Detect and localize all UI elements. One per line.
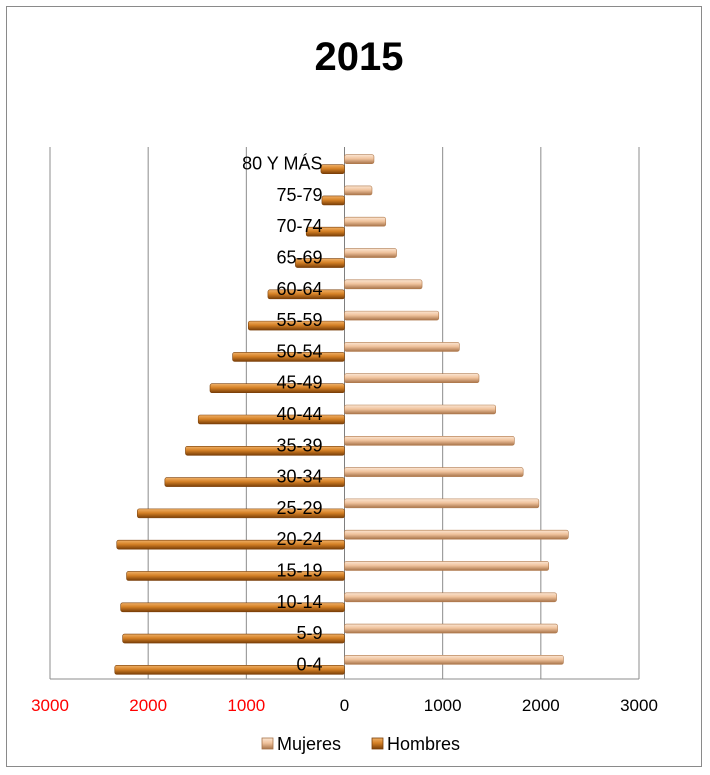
population-pyramid-chart: 2015 0-4 5-9 10-14 15-19 20-24 25-29 30-34 35-3…	[31, 35, 658, 754]
category-label: 10-14	[276, 592, 322, 612]
x-tick-label: 2000	[522, 696, 560, 715]
bar-mujeres	[344, 404, 496, 415]
bar-mujeres	[344, 185, 373, 196]
x-tick-label: 3000	[31, 696, 69, 715]
x-tick-label: 1000	[424, 696, 462, 715]
bar-mujeres	[344, 498, 540, 509]
bar-mujeres	[344, 623, 558, 634]
category-label: 45-49	[276, 373, 322, 393]
bar-hombres	[247, 320, 345, 331]
chart-title: 2015	[315, 35, 404, 79]
bar-mujeres	[344, 310, 440, 321]
x-tick-label: 3000	[620, 696, 658, 715]
bar-hombres	[295, 258, 345, 268]
category-label: 5-9	[296, 623, 322, 643]
bar-mujeres	[344, 342, 460, 352]
category-label: 70-74	[276, 216, 322, 236]
bar-mujeres	[344, 154, 375, 164]
bar-mujeres	[344, 561, 549, 571]
bar-hombres	[305, 226, 345, 237]
category-label: 75-79	[276, 185, 322, 205]
category-label: 25-29	[276, 498, 322, 518]
bar-hombres	[164, 477, 345, 487]
bar-hombres	[137, 508, 345, 519]
category-label: 40-44	[276, 404, 322, 424]
category-label: 15-19	[276, 560, 322, 580]
bar-hombres	[209, 383, 345, 394]
category-labels: 0-4 5-9 10-14 15-19 20-24 25-29 30-34 35-39 40-4…	[242, 154, 322, 675]
category-label: 20-24	[276, 529, 322, 549]
x-tick-label: 2000	[129, 696, 167, 715]
category-label: 35-39	[276, 435, 322, 455]
legend-swatch-hombres	[371, 737, 384, 750]
bar-hombres	[126, 571, 345, 581]
chart-frame: 2015 0-4 5-9 10-14 15-19 20-24 25-29 30-34 35-3…	[6, 6, 702, 767]
legend-label-hombres: Hombres	[387, 734, 460, 754]
bar-mujeres	[344, 655, 564, 665]
bar-mujeres	[344, 279, 423, 290]
category-label: 55-59	[276, 310, 322, 330]
bar-hombres	[120, 602, 345, 613]
bar-hombres	[114, 665, 345, 675]
bar-mujeres	[344, 248, 397, 258]
bar-mujeres	[344, 592, 557, 603]
bar-hombres	[320, 164, 345, 174]
bar-hombres	[122, 633, 345, 644]
bar-hombres	[267, 289, 345, 300]
bar-hombres	[116, 539, 345, 550]
bar-mujeres	[344, 435, 515, 446]
x-tick-label: 1000	[227, 696, 265, 715]
legend-label-mujeres: Mujeres	[277, 734, 341, 754]
bar-hombres	[321, 195, 345, 206]
category-label: 60-64	[276, 279, 322, 299]
bar-hombres	[185, 445, 345, 456]
category-label: 80 Y MÁS	[242, 154, 322, 174]
category-label: 65-69	[276, 248, 322, 268]
legend-swatch-mujeres	[261, 737, 274, 750]
category-label: 50-54	[276, 341, 322, 361]
bars	[114, 154, 569, 675]
bar-hombres	[232, 352, 345, 362]
x-tick-label: 0	[340, 696, 349, 715]
bar-mujeres	[344, 373, 480, 384]
legend: Mujeres Hombres	[261, 734, 460, 754]
bar-mujeres	[344, 216, 387, 227]
category-label: 30-34	[276, 467, 322, 487]
bar-mujeres	[344, 529, 569, 540]
bar-mujeres	[344, 467, 524, 477]
bar-hombres	[197, 414, 345, 425]
category-label: 0-4	[296, 654, 322, 674]
x-axis-tick-labels: 3000 2000 1000 0 1000 2000 3000	[31, 696, 658, 715]
